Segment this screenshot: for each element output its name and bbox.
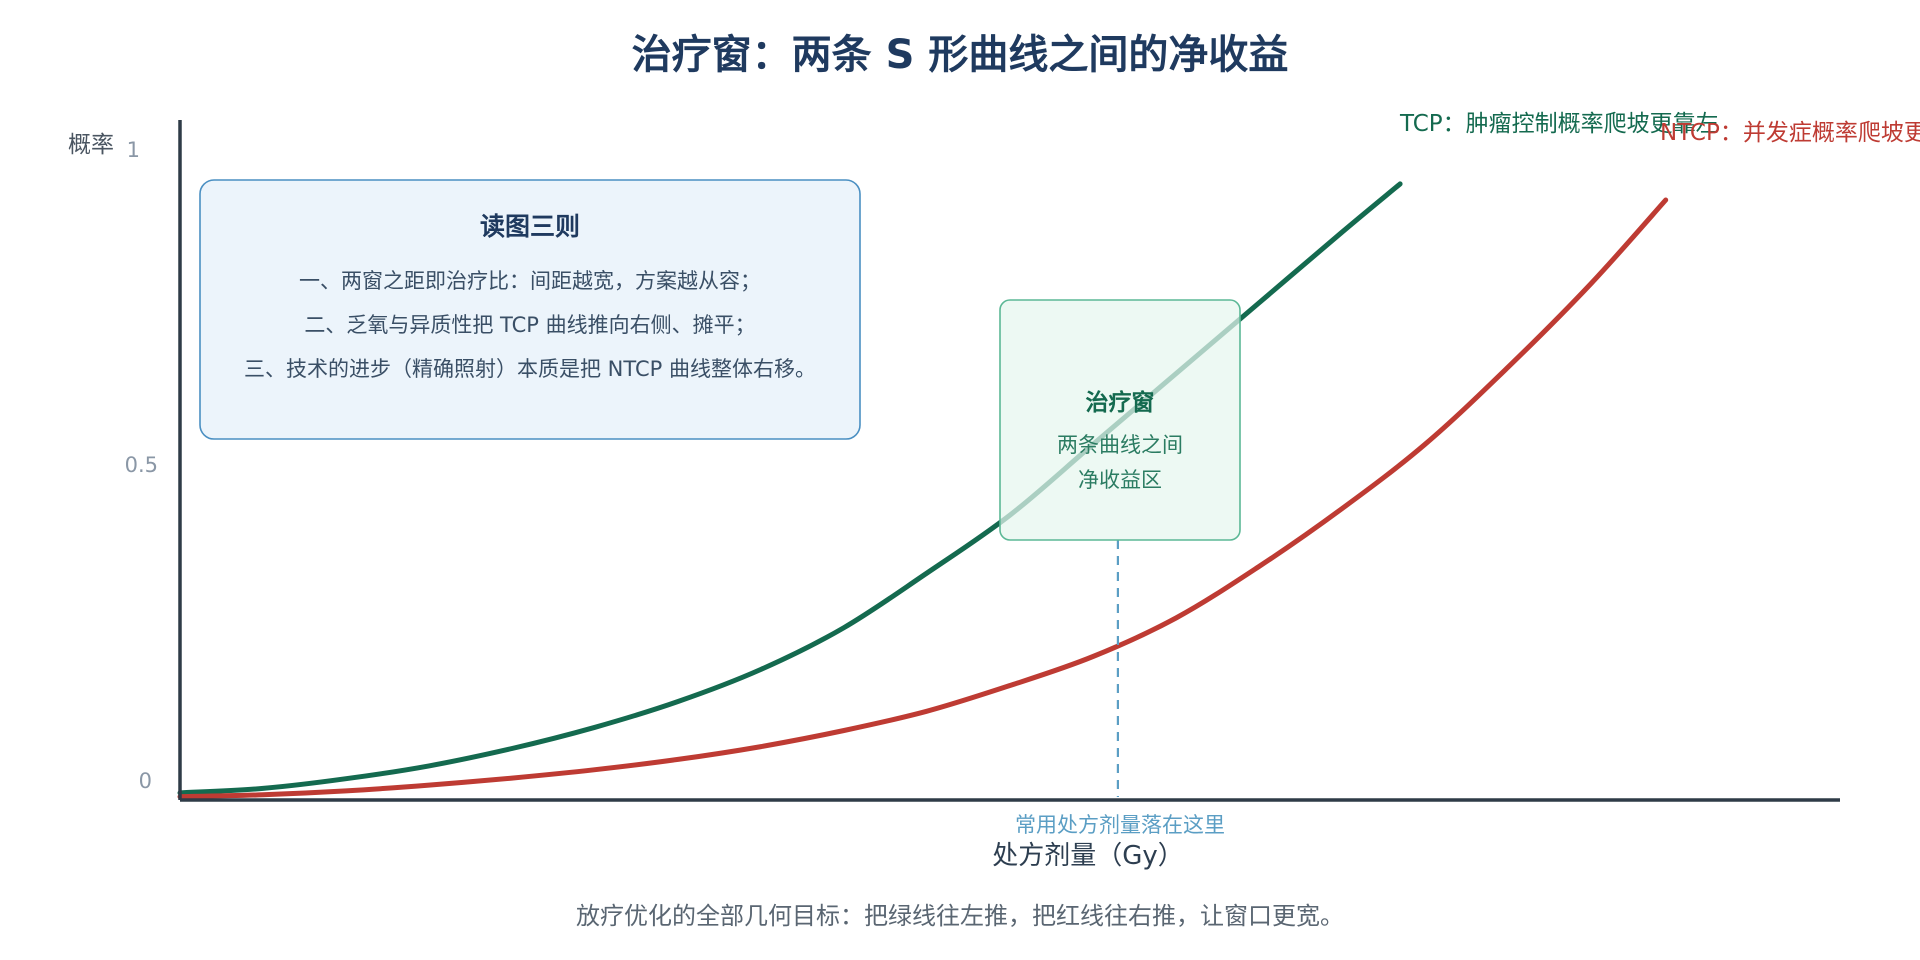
ntcp-curve [177, 197, 1669, 800]
notes-box-frame [199, 179, 861, 440]
y-tick-label-1: 1 [127, 138, 140, 162]
x-axis-label: 处方剂量（Gy） [992, 841, 1184, 871]
window-box-line-2: 净收益区 [1078, 468, 1162, 492]
reading-notes-box: 读图三则 一、两窗之距即治疗比：间距越宽，方案越从容； 二、乏氧与异质性把 TC… [199, 179, 861, 440]
notes-title: 读图三则 [480, 212, 580, 241]
y-axis-label: 概率 [68, 132, 114, 158]
ntcp-series-label: NTCP：并发症概率爬坡更靠右 [1660, 120, 1920, 146]
window-box-frame [999, 299, 1241, 541]
chart-title: 治疗窗：两条 S 形曲线之间的净收益 [632, 32, 1289, 78]
window-box-title: 治疗窗 [1086, 389, 1155, 416]
window-box-line-1: 两条曲线之间 [1057, 433, 1183, 457]
bottom-caption: 放疗优化的全部几何目标：把绿线往左推，把红线往右推，让窗口更宽。 [576, 902, 1344, 930]
notes-line-3: 三、技术的进步（精确照射）本质是把 NTCP 曲线整体右移。 [244, 357, 816, 381]
therapeutic-window-box: 治疗窗 两条曲线之间 净收益区 [999, 299, 1241, 541]
tcp-series-label: TCP：肿瘤控制概率爬坡更靠左 [1399, 111, 1719, 137]
prescription-dose-label: 常用处方剂量落在这里 [1015, 813, 1225, 837]
notes-line-1: 一、两窗之距即治疗比：间距越宽，方案越从容； [299, 269, 761, 293]
notes-line-2: 二、乏氧与异质性把 TCP 曲线推向右侧、摊平； [304, 313, 755, 337]
y-tick-label-0.5: 0.5 [125, 453, 158, 477]
y-tick-label-0: 0 [139, 769, 152, 793]
